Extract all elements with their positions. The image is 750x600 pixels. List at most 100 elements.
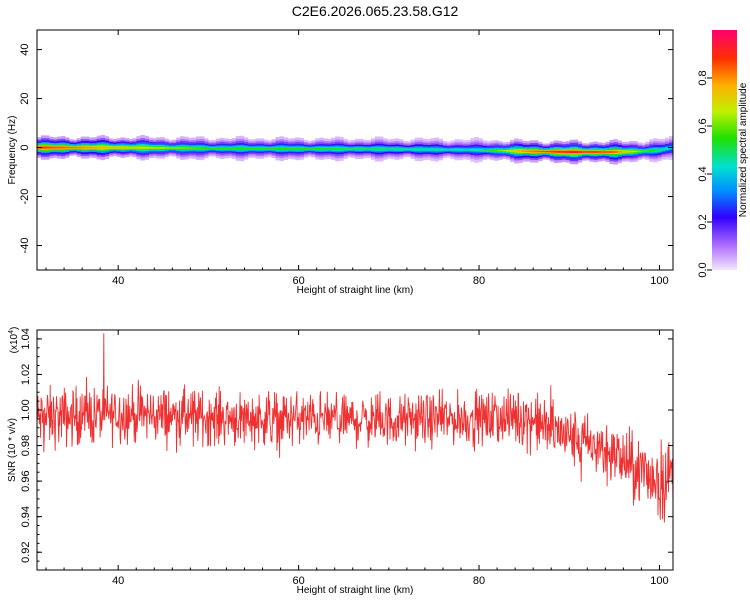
spectrogram-cell: [442, 148, 448, 151]
spectrogram-cell: [160, 147, 165, 149]
spectrogram-cell: [156, 146, 161, 149]
snr-x-tick-label: 40: [112, 575, 124, 587]
spectrogram-cell: [128, 146, 133, 149]
spectrogram-cell: [358, 148, 364, 150]
spectrogram-cell: [561, 151, 567, 153]
spectrogram-cell: [215, 147, 221, 150]
spectrogram-cell: [295, 147, 300, 150]
spectrogram-cell: [589, 151, 595, 153]
colorbar-ticks: 0.0 0.2 0.4 0.6 0.8: [697, 70, 712, 278]
spectrogram-cell: [44, 146, 50, 149]
spectrogram-cell: [319, 147, 324, 150]
spectrogram-heatmap: [37, 134, 673, 165]
spectrogram-y-tick-label: 0: [19, 144, 31, 150]
spectrogram-cell: [613, 150, 618, 153]
spectrogram-cell: [446, 149, 451, 151]
spectrogram-cell: [303, 148, 308, 150]
spectrogram-cell: [462, 149, 467, 151]
spectrogram-cell: [621, 150, 626, 153]
spectrogram-cell: [553, 150, 559, 153]
spectrogram-cell: [430, 148, 436, 151]
spectrogram-cell: [40, 146, 46, 149]
spectrogram-x-ticks: 40 60 80 100: [45, 30, 669, 287]
snr-y-ticks: 0.92 0.94 0.96 0.98 1.00 1.02 1.04: [20, 328, 673, 571]
spectrogram-cell: [458, 148, 463, 151]
spectrogram-cell: [355, 148, 360, 150]
spectrogram-cell: [52, 146, 58, 149]
spectrogram-cell: [351, 148, 356, 150]
spectrogram-cell: [649, 149, 654, 152]
spectrogram-cell: [243, 147, 249, 150]
spectrogram-cell: [56, 146, 62, 149]
colorbar-label: Normalized spectral amplitude: [738, 82, 749, 217]
snr-y-tick-label: 0.94: [20, 506, 32, 527]
spectrogram-cell: [366, 148, 372, 150]
spectrogram-cell: [192, 147, 197, 150]
spectrogram-cell: [525, 150, 531, 153]
spectrogram-cell: [219, 147, 225, 150]
spectrogram-cell: [144, 146, 149, 149]
spectrogram-y-tick-label: -20: [19, 189, 31, 205]
spectrogram-frame: [36, 29, 674, 271]
spectrogram-cell: [172, 147, 177, 149]
spectrogram-cell: [331, 147, 336, 150]
spectrogram-cell: [96, 146, 102, 149]
spectrogram-cell: [239, 147, 245, 150]
spectrogram-cell: [235, 147, 241, 150]
spectrogram-cell: [48, 146, 54, 149]
spectrogram-cell: [629, 150, 634, 153]
spectrogram-cell: [490, 149, 495, 152]
spectrogram-y-tick-label: 20: [19, 92, 31, 104]
spectrogram-cell: [64, 146, 70, 149]
spectrogram-x-axis-label: Height of straight line (km): [297, 285, 414, 296]
spectrogram-cell: [327, 148, 332, 150]
spectrogram-cell: [251, 147, 257, 150]
snr-panel: 40 60 80 100 0.92 0.94 0.96 0.98 1.00 1.02 1.04 H…: [7, 327, 674, 596]
snr-y-tick-label: 1.04: [20, 328, 32, 349]
spectrogram-x-tick-label: 60: [292, 275, 304, 287]
snr-plot-area: [37, 330, 673, 570]
spectrogram-cell: [247, 147, 253, 150]
spectrogram-cell: [299, 147, 304, 150]
spectrogram-cell: [494, 149, 499, 152]
spectrogram-cell: [502, 149, 507, 152]
spectrogram-cell: [486, 149, 491, 151]
spectrogram-cell: [557, 150, 563, 153]
spectrogram-cell: [545, 150, 551, 153]
spectrogram-cell: [541, 150, 547, 153]
spectrogram-cell: [657, 149, 662, 151]
spectrogram-cell: [227, 147, 233, 150]
spectrogram-cell: [68, 146, 74, 149]
spectrogram-cell: [378, 147, 384, 151]
spectrogram-cell: [199, 147, 205, 150]
spectrogram-cell: [84, 146, 90, 149]
colorbar-tick-label: 0.2: [697, 214, 709, 229]
chart-title: C2E6.2026.065.23.58.G12: [292, 3, 459, 19]
spectrogram-cell: [211, 147, 217, 150]
spectrogram-cell: [291, 147, 296, 150]
spectrogram-cell: [573, 150, 579, 153]
spectrogram-cell: [390, 148, 396, 150]
snr-frame: [36, 329, 674, 571]
snr-y-tick-label: 1.02: [20, 364, 32, 385]
spectrogram-cell: [124, 146, 130, 149]
spectrogram-cell: [521, 150, 527, 153]
snr-x-tick-label: 80: [473, 575, 485, 587]
spectrogram-cell: [196, 147, 201, 150]
spectrogram-cell: [597, 151, 603, 153]
spectrogram-cell: [498, 149, 503, 152]
spectrogram-cell: [414, 148, 420, 151]
spectrogram-cell: [637, 150, 642, 153]
spectrogram-cell: [601, 151, 607, 153]
spectrogram-cell: [454, 148, 459, 151]
spectrogram-cell: [104, 146, 110, 149]
spectrogram-cell: [633, 150, 638, 153]
spectrogram-cell: [335, 147, 340, 150]
snr-y-axis-label: SNR (10 * v/v): [7, 418, 18, 482]
spectrogram-cell: [382, 148, 388, 150]
spectrogram-cell: [76, 146, 82, 149]
spectrogram-cell: [581, 151, 587, 153]
spectrogram-cell: [410, 148, 416, 151]
spectrogram-cell: [176, 147, 181, 149]
